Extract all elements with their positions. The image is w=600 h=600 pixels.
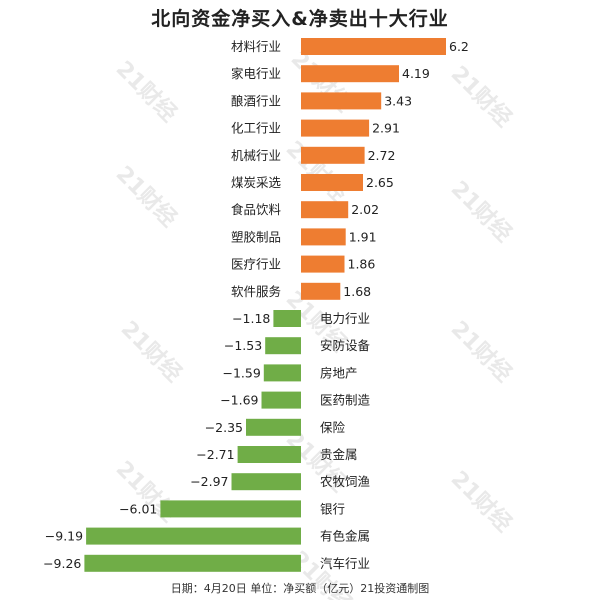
watermark-text: 21财经 — [446, 316, 517, 387]
category-label: 医药制造 — [320, 393, 371, 408]
value-label: −9.26 — [43, 556, 81, 571]
watermark-text: 21财经 — [116, 316, 187, 387]
bar-10 — [301, 282, 341, 300]
value-label: 1.86 — [348, 257, 376, 272]
bar-5 — [301, 146, 365, 164]
category-label: 贵金属 — [320, 447, 358, 462]
value-label: 3.43 — [384, 93, 412, 108]
value-label: −1.59 — [222, 365, 260, 380]
value-label: −6.01 — [119, 501, 157, 516]
category-label: 煤炭采选 — [231, 175, 282, 190]
bar-15 — [246, 418, 301, 436]
value-label: 4.19 — [402, 66, 430, 81]
chart-title: 北向资金净买入&净卖出十大行业 — [151, 8, 449, 30]
bar-3 — [301, 92, 382, 110]
watermark-text: 21财经 — [446, 61, 517, 132]
bar-20 — [84, 554, 302, 572]
category-label: 汽车行业 — [320, 556, 370, 571]
value-label: −1.18 — [232, 311, 270, 326]
value-label: 2.72 — [368, 148, 396, 163]
category-label: 电力行业 — [320, 311, 370, 326]
value-label: 6.2 — [449, 39, 469, 54]
bar-1 — [301, 38, 446, 55]
labels-layer: 材料行业 6.2 家电行业 4.19 酿酒行业 3.43 化工行业 2.91 机械行业 2.72 煤… — [43, 39, 469, 571]
value-label: −1.69 — [220, 393, 258, 408]
value-label: 1.91 — [349, 229, 377, 244]
value-label: 2.02 — [351, 202, 379, 217]
watermark-text: 21财经 — [281, 136, 352, 207]
value-label: −2.71 — [196, 447, 234, 462]
value-label: 1.68 — [343, 284, 371, 299]
bar-12 — [265, 337, 301, 355]
category-label: 保险 — [320, 420, 346, 435]
bar-6 — [301, 174, 363, 191]
bar-9 — [301, 255, 345, 273]
bar-13 — [263, 364, 301, 382]
value-label: −2.35 — [205, 420, 243, 435]
category-label: 材料行业 — [231, 39, 281, 54]
value-label: −1.53 — [224, 338, 262, 353]
bar-17 — [231, 473, 301, 491]
category-label: 机械行业 — [231, 148, 281, 163]
watermark-text: 21财经 — [446, 466, 517, 537]
category-label: 食品饮料 — [231, 202, 282, 217]
category-label: 安防设备 — [320, 338, 371, 353]
category-label: 酿酒行业 — [231, 93, 281, 108]
bar-4 — [301, 119, 370, 137]
bars-layer — [84, 38, 446, 572]
bar-7 — [301, 201, 349, 219]
category-label: 银行 — [320, 501, 345, 516]
chart-footer: 日期：4月20日 单位：净买额（亿元）21投资通制图 — [170, 582, 430, 595]
watermark-text: 21财经 — [446, 176, 517, 247]
bar-8 — [301, 228, 346, 246]
category-label: 有色金属 — [320, 529, 370, 544]
bar-18 — [160, 500, 301, 518]
category-label: 塑胶制品 — [231, 229, 281, 244]
category-label: 房地产 — [320, 365, 358, 380]
value-label: −9.19 — [45, 529, 83, 544]
category-label: 农牧饲渔 — [320, 474, 370, 489]
bar-2 — [301, 65, 399, 83]
watermark-text: 21财经 — [111, 56, 182, 127]
value-label: 2.65 — [366, 175, 394, 190]
value-label: −2.97 — [190, 474, 228, 489]
category-label: 医疗行业 — [231, 257, 281, 272]
value-label: 2.91 — [372, 121, 400, 136]
bar-16 — [237, 446, 301, 463]
bar-14 — [261, 391, 301, 409]
category-label: 化工行业 — [231, 121, 281, 136]
watermark-text: 21财经 — [111, 161, 182, 232]
bar-19 — [86, 527, 301, 545]
category-label: 家电行业 — [231, 66, 281, 81]
category-label: 软件服务 — [231, 284, 281, 299]
bar-11 — [273, 310, 301, 327]
